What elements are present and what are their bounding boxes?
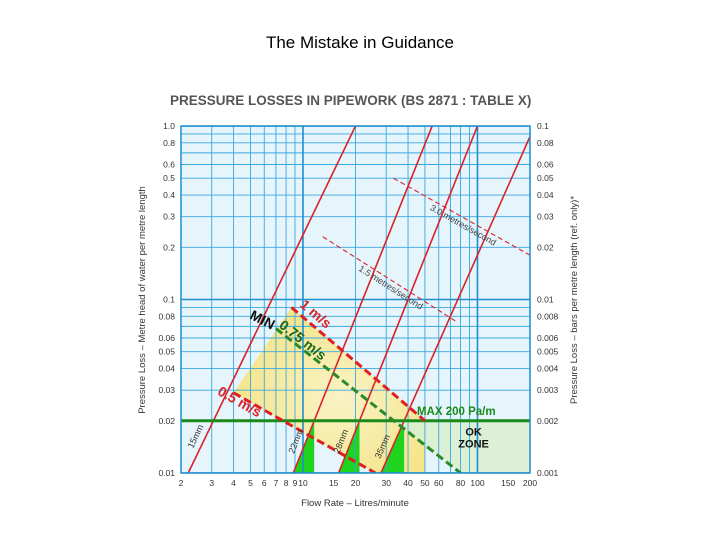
y2-tick-label: 0.06 [537,159,554,169]
y2-tick-label: 0.003 [537,385,559,395]
y2-tick-label: 0.08 [537,138,554,148]
x-tick-label: 9 [293,478,298,488]
x-tick-label: 80 [456,478,466,488]
y-tick-label: 0.04 [158,364,175,374]
y-tick-label: 0.03 [158,385,175,395]
plot-border [180,125,531,474]
y-tick-label: 0.08 [158,311,175,321]
chart-title: PRESSURE LOSSES IN PIPEWORK (BS 2871 : T… [170,93,531,108]
guidance-line [290,306,426,422]
ok-zone-label-2: ZONE [458,438,489,450]
x-tick-label: 40 [403,478,413,488]
y2-axis-label: Pressure Loss – bars per metre length (r… [569,196,580,404]
x-tick-label: 8 [284,478,289,488]
y-tick-label: 1.0 [163,121,175,131]
y-tick-label: 0.4 [163,190,175,200]
y-tick-label: 0.1 [163,295,175,305]
x-tick-label: 20 [351,478,361,488]
y-tick-label: 0.5 [163,173,175,183]
pipe-line [380,136,530,473]
ok-zone-label-1: OK [465,426,482,438]
y-tick-label: 0.8 [163,138,175,148]
y2-tick-label: 0.001 [537,468,559,478]
y2-tick-label: 0.005 [537,347,559,357]
x-tick-label: 3 [209,478,214,488]
x-tick-label: 50 [420,478,430,488]
y2-tick-label: 0.03 [537,212,554,222]
x-axis-label: Flow Rate – Litres/minute [301,498,409,509]
y2-tick-label: 0.05 [537,173,554,183]
slide-title: The Mistake in Guidance [265,33,455,52]
y2-tick-label: 0.1 [537,121,549,131]
velocity-line [322,236,456,322]
y-tick-label: 0.02 [158,416,175,426]
x-tick-label: 2 [179,478,184,488]
x-tick-label: 100 [470,478,484,488]
y-tick-label: 0.2 [163,242,175,252]
guidance-line [232,391,377,473]
y-axis-label: Pressure Loss – Metre head of water per … [137,186,148,414]
pipe-line [337,126,479,473]
y2-tick-label: 0.01 [537,295,554,305]
y2-tick-label: 0.04 [537,190,554,200]
y-tick-label: 0.3 [163,212,175,222]
y2-tick-label: 0.004 [537,364,559,374]
pipe-line [187,126,357,473]
x-tick-label: 5 [248,478,253,488]
y-tick-label: 0.6 [163,159,175,169]
y-tick-label: 0.06 [158,333,175,343]
y2-tick-label: 0.008 [537,311,559,321]
x-tick-label: 10 [298,478,308,488]
velocity-line [393,177,530,256]
x-tick-label: 7 [274,478,279,488]
x-tick-label: 200 [523,478,537,488]
y-tick-label: 0.05 [158,347,175,357]
y2-tick-label: 0.02 [537,242,554,252]
y2-tick-label: 0.002 [537,416,559,426]
pipe-line [292,126,433,473]
y2-tick-label: 0.006 [537,333,559,343]
x-tick-label: 150 [501,478,515,488]
guidance-line [275,327,462,473]
y-tick-label: 0.01 [158,468,175,478]
x-tick-label: 4 [231,478,236,488]
x-tick-label: 15 [329,478,339,488]
max-line-label: MAX 200 Pa/m [417,406,496,418]
x-tick-label: 6 [262,478,267,488]
x-tick-label: 60 [434,478,444,488]
x-tick-label: 30 [381,478,391,488]
ok-zone-region [393,420,530,473]
